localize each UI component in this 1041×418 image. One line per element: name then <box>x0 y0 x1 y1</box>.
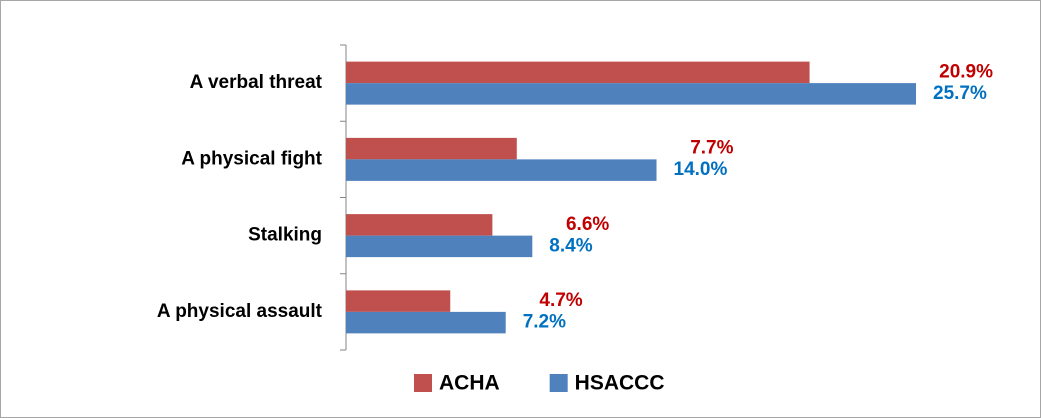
data-label: 20.9% <box>939 61 993 82</box>
data-label: 7.7% <box>690 138 733 159</box>
bar <box>346 290 451 312</box>
category-label: Stalking <box>248 225 322 246</box>
data-label: 25.7% <box>933 83 987 104</box>
bar <box>346 137 517 160</box>
category-label: A physical assault <box>157 301 323 322</box>
data-label: 4.7% <box>539 290 582 311</box>
bar <box>346 311 506 334</box>
category-label: A verbal threat <box>190 72 323 93</box>
data-label: 14.0% <box>674 159 728 180</box>
bar <box>346 61 810 84</box>
bar <box>346 214 493 236</box>
category-label: A physical fight <box>181 148 322 169</box>
bar <box>346 83 917 105</box>
data-label: 6.6% <box>566 214 609 235</box>
bar <box>346 159 657 181</box>
legend-swatch <box>414 374 432 392</box>
data-label: 8.4% <box>549 235 592 256</box>
legend-label: HSACCC <box>575 372 665 395</box>
bar <box>346 235 533 258</box>
data-label: 7.2% <box>523 312 566 333</box>
legend-swatch <box>549 374 568 392</box>
legend-label: ACHA <box>439 372 500 395</box>
